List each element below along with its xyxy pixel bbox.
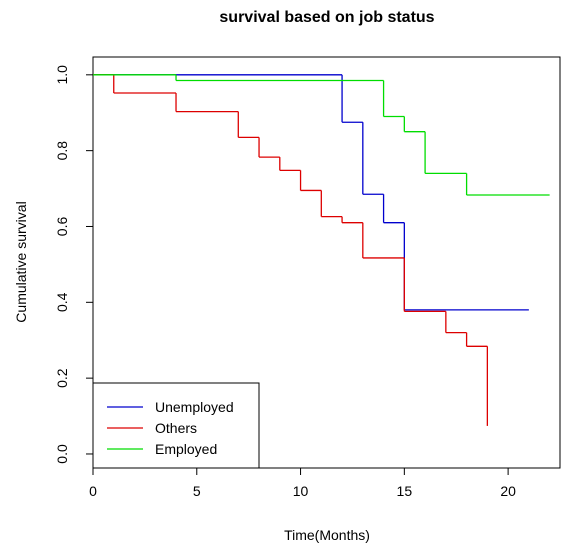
x-tick-label: 5	[193, 483, 201, 499]
x-tick-label: 15	[397, 483, 413, 499]
y-tick-label: 0.2	[54, 368, 70, 388]
y-tick-label: 1.0	[54, 65, 70, 85]
plot-frame	[92, 56, 561, 469]
legend-label: Employed	[155, 441, 217, 457]
y-tick-label: 0.8	[54, 141, 70, 161]
y-axis-label: Cumulative survival	[13, 201, 29, 322]
x-tick-label: 0	[89, 483, 97, 499]
x-tick-label: 10	[293, 483, 309, 499]
y-tick-label: 0.4	[54, 292, 70, 312]
y-tick-label: 0.0	[54, 444, 70, 464]
x-tick-label: 20	[500, 483, 516, 499]
legend-label: Others	[155, 420, 197, 436]
y-tick-label: 0.6	[54, 217, 70, 237]
legend-label: Unemployed	[155, 399, 234, 415]
legend-box	[92, 382, 260, 469]
x-axis-label: Time(Months)	[284, 527, 370, 543]
chart-title: survival based on job status	[219, 9, 434, 26]
